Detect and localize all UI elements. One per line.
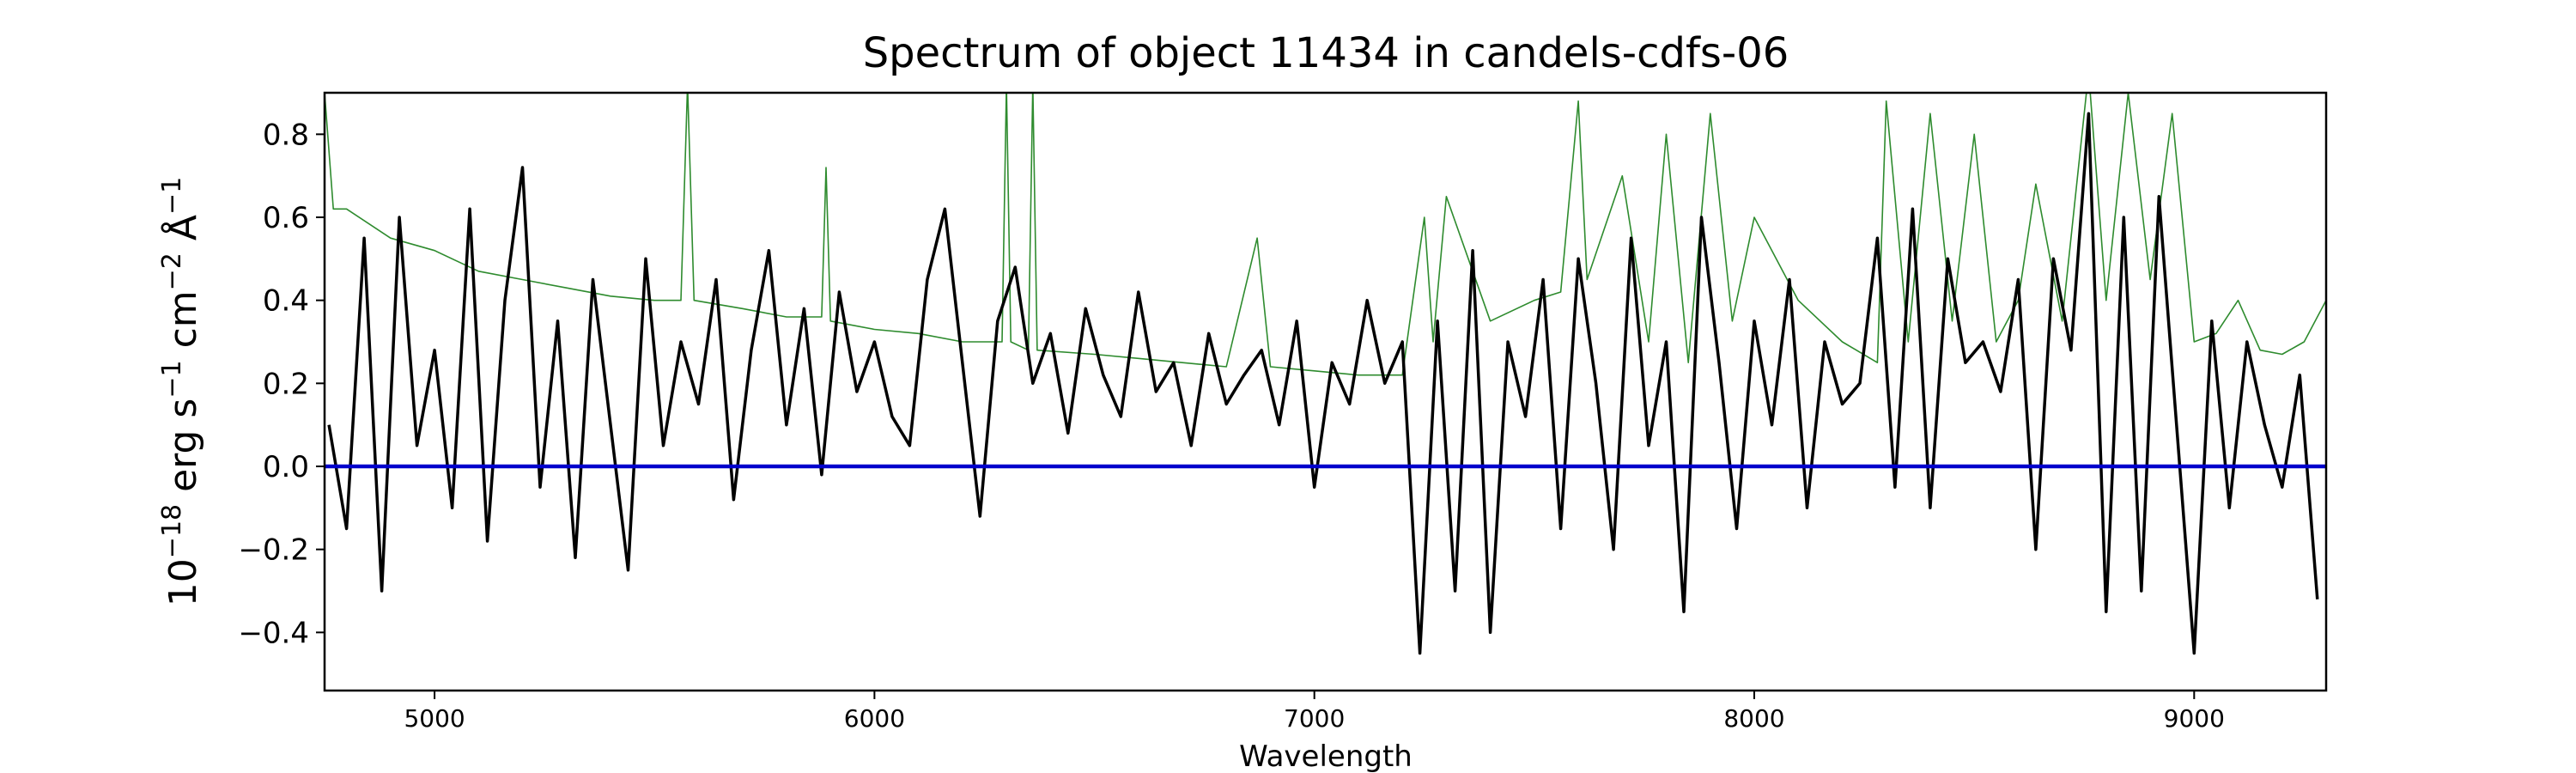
x-tick-label: 9000 bbox=[2164, 704, 2225, 733]
y-tick-label: 0.2 bbox=[263, 367, 309, 401]
y-axis-label: 10−18 erg s−1 cm−2 Å−1 bbox=[157, 177, 205, 606]
y-label-exp-4: −1 bbox=[157, 177, 187, 215]
x-tick-label: 8000 bbox=[1723, 704, 1784, 733]
y-label-unit-1: erg s bbox=[161, 399, 205, 504]
y-tick-label: 0.4 bbox=[263, 284, 309, 319]
axes-frame bbox=[323, 91, 2328, 692]
x-axis: 5000 6000 7000 8000 9000 bbox=[404, 691, 2225, 733]
y-tick-label: 0.6 bbox=[263, 201, 309, 235]
y-tick-label: 0.0 bbox=[263, 450, 309, 484]
y-tick-label: −0.2 bbox=[238, 533, 309, 568]
chart-title: Spectrum of object 11434 in candels-cdfs… bbox=[863, 29, 1789, 77]
x-axis-label: Wavelength bbox=[1239, 740, 1413, 773]
y-tick-label: 0.8 bbox=[263, 118, 309, 152]
y-label-base: 10 bbox=[161, 558, 205, 606]
y-label-exp-1: −18 bbox=[157, 504, 187, 558]
y-tick-label: −0.4 bbox=[238, 616, 309, 650]
y-axis: −0.4 −0.2 0.0 0.2 0.4 0.6 0.8 bbox=[238, 118, 325, 650]
flux-spectrum-line bbox=[327, 112, 2319, 655]
x-tick-label: 5000 bbox=[404, 704, 465, 733]
y-label-exp-2: −1 bbox=[157, 360, 187, 398]
plot-area bbox=[325, 93, 2326, 655]
y-label-unit-3: Å bbox=[160, 215, 205, 253]
x-tick-label: 7000 bbox=[1284, 704, 1345, 733]
y-label-unit-2: cm bbox=[161, 290, 205, 360]
x-tick-label: 6000 bbox=[844, 704, 905, 733]
y-label-exp-3: −2 bbox=[157, 253, 187, 290]
